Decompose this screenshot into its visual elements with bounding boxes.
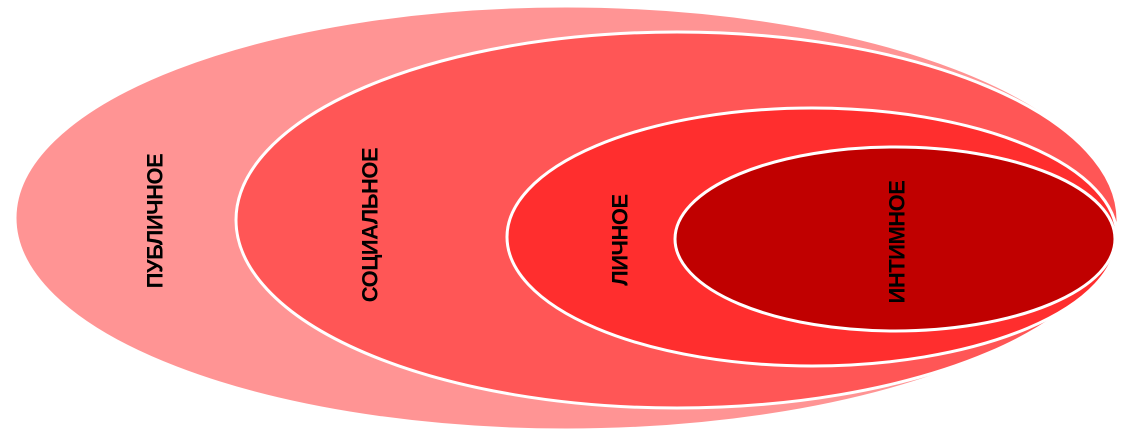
zone-intimate: ИНТИМНОЕ: [673, 145, 1117, 333]
zone-intimate-ellipse: [673, 145, 1117, 333]
zone-public-label: ПУБЛИЧНОЕ: [143, 154, 168, 289]
zone-personal-label: ЛИЧНОЕ: [608, 194, 633, 285]
zone-intimate-label: ИНТИМНОЕ: [885, 181, 910, 304]
zone-social-label: СОЦИАЛЬНОЕ: [358, 148, 383, 302]
